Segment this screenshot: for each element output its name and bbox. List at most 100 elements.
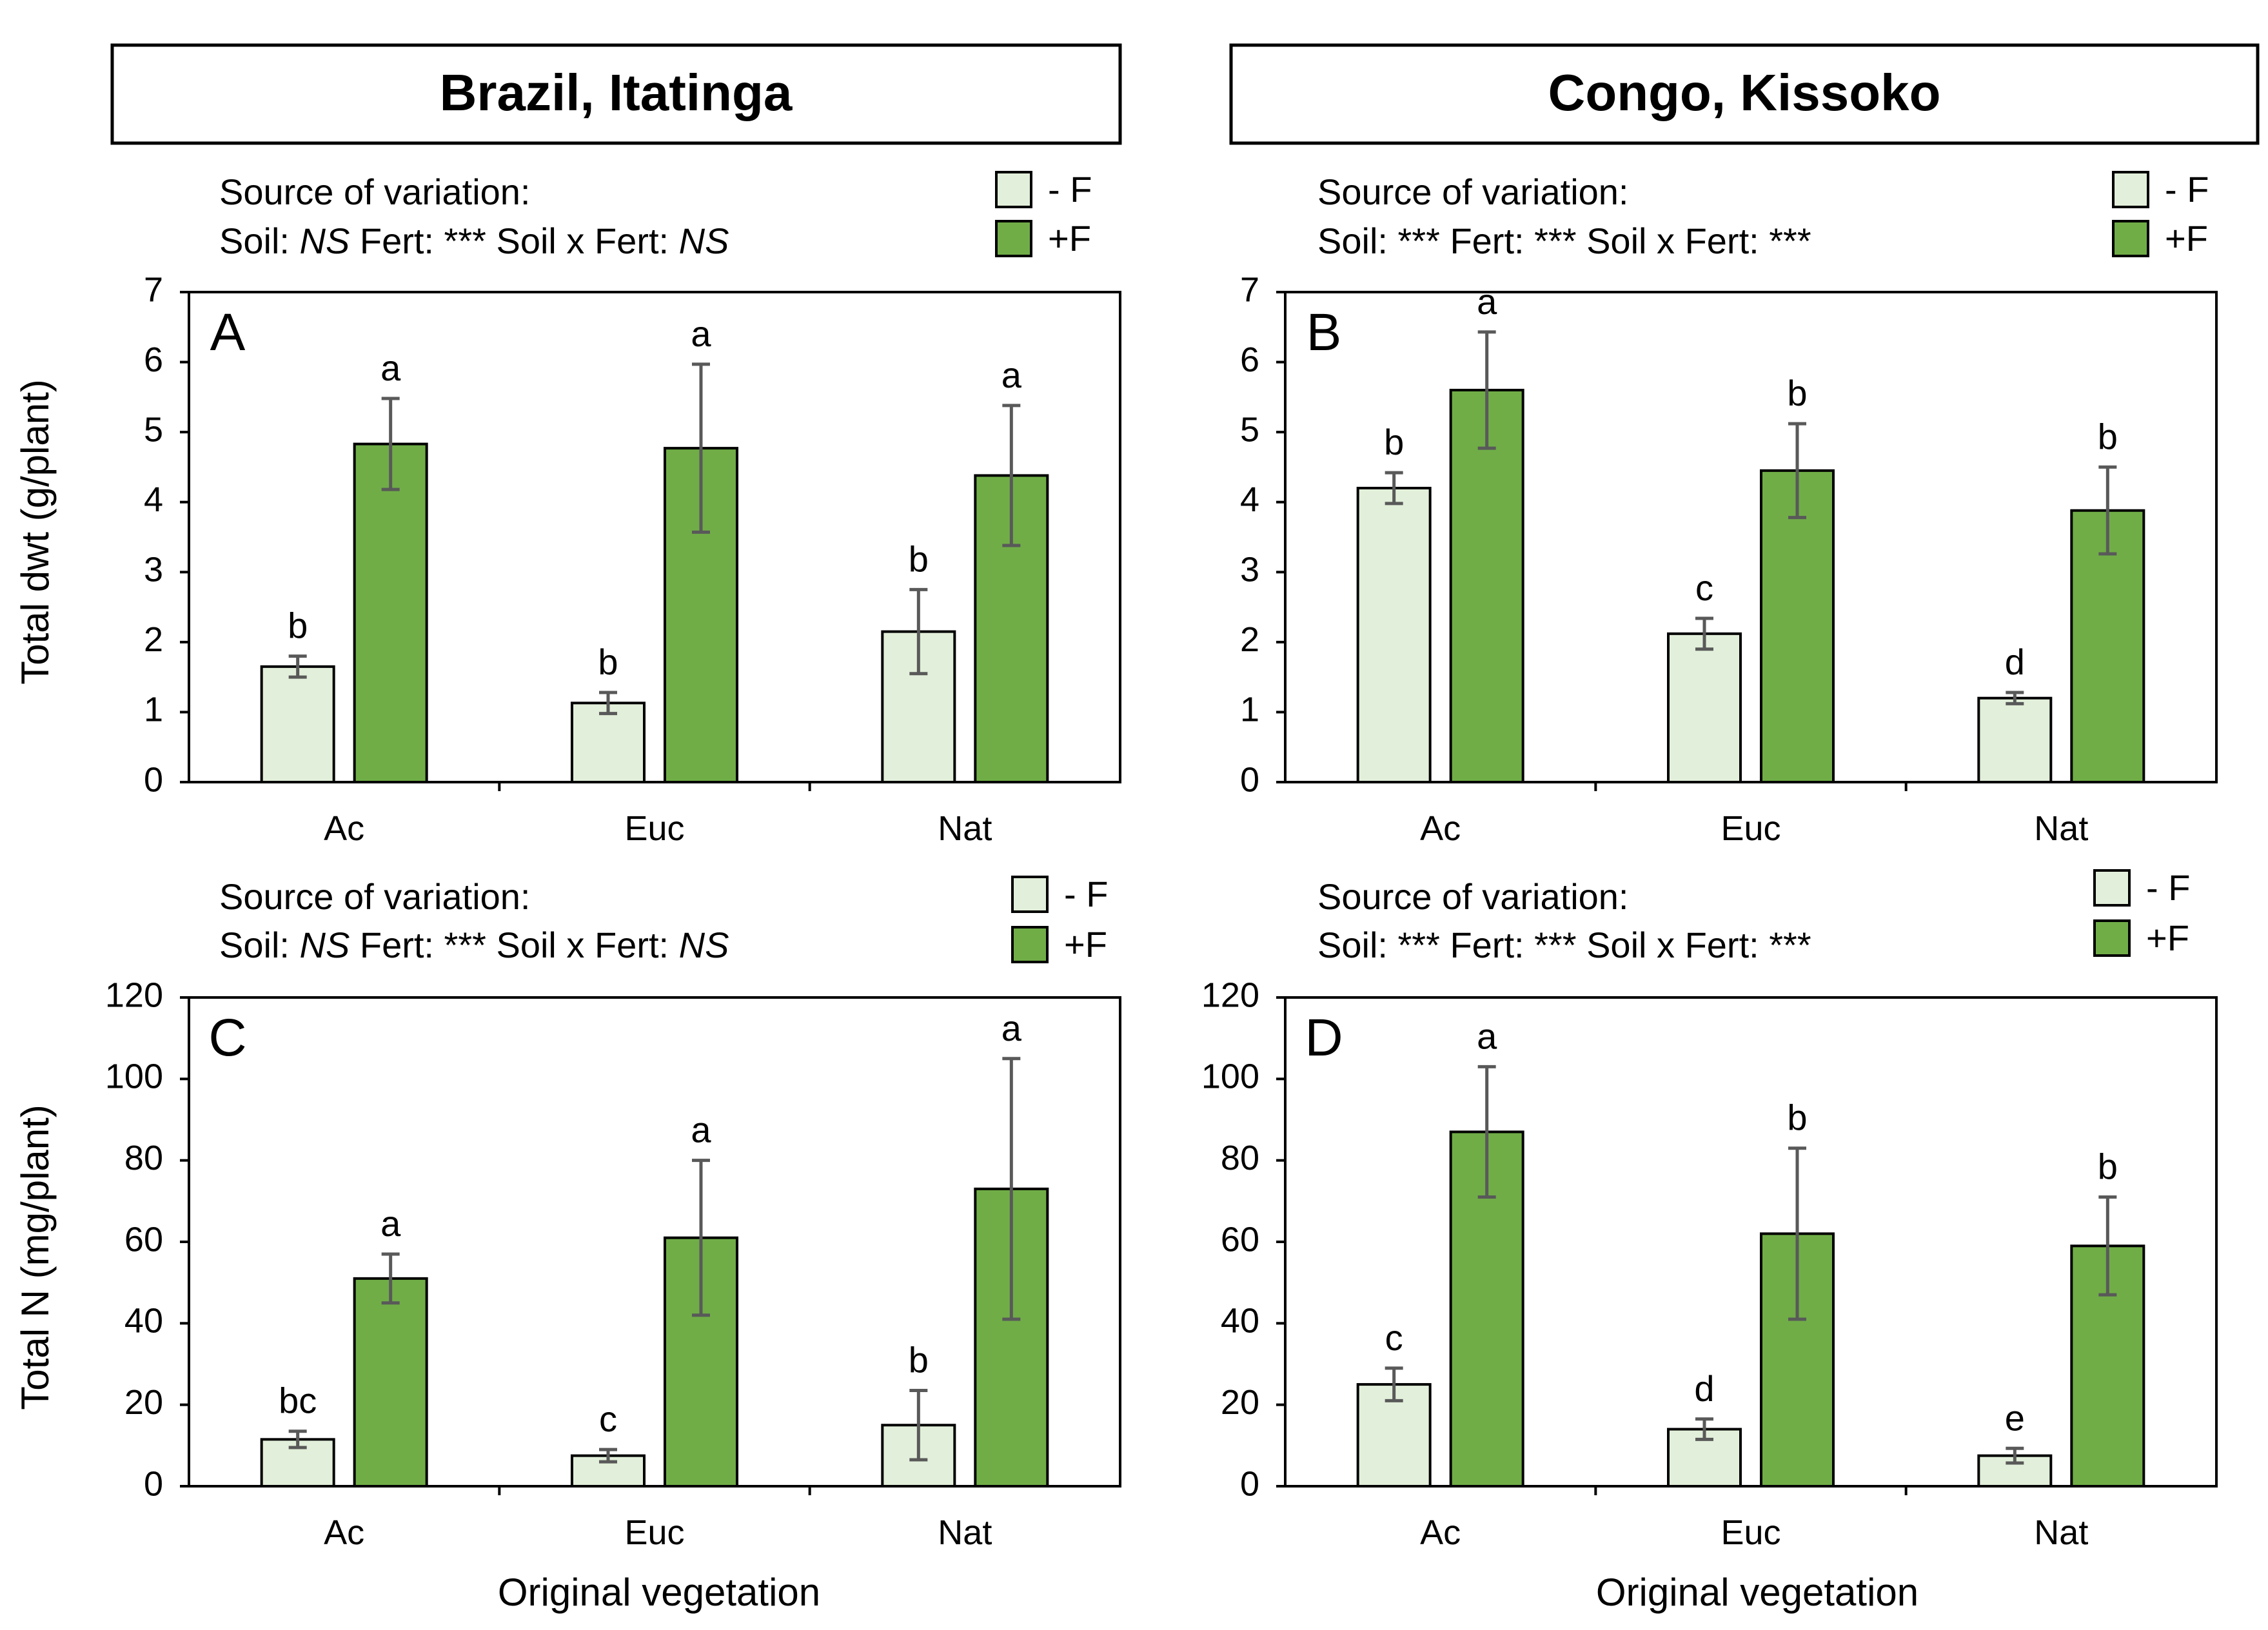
- legend-swatch: [2093, 919, 2131, 957]
- y-axis-title-bottom: Total N (mg/plant): [14, 1105, 57, 1410]
- x-tick-label: Euc: [624, 1513, 684, 1552]
- stat-value-italic: NS: [679, 221, 729, 261]
- x-tick-label: Ac: [324, 809, 364, 848]
- legend-swatch: [995, 220, 1032, 257]
- x-tick-label: Ac: [324, 1513, 364, 1552]
- y-tick-label: 7: [144, 270, 163, 309]
- y-tick-label: 5: [144, 410, 163, 449]
- stat-text: Soil x Fert:: [486, 925, 679, 965]
- title-box-left: Brazil, Itatinga: [110, 43, 1122, 145]
- significance-letter: b: [2098, 416, 2118, 457]
- panel-letter: C: [208, 1008, 246, 1067]
- legend-minus-f: - F: [2112, 169, 2209, 210]
- stat-text: ***: [1398, 221, 1440, 261]
- significance-letter: b: [1787, 373, 1807, 413]
- x-tick-label: Euc: [624, 809, 684, 848]
- x-tick-label: Nat: [2034, 1513, 2088, 1552]
- y-tick-label: 5: [1240, 410, 1259, 449]
- title-box-right: Congo, Kissoko: [1229, 43, 2260, 145]
- y-tick-label: 80: [1221, 1139, 1259, 1177]
- stat-text: Fert:: [350, 925, 444, 965]
- y-tick-label: 40: [1221, 1302, 1259, 1340]
- source-stats: Soil: *** Fert: *** Soil x Fert: ***: [1317, 221, 1811, 261]
- stat-text: Soil x Fert:: [486, 221, 679, 261]
- plot-frame: [188, 996, 1121, 1488]
- stat-text: Fert:: [1440, 221, 1534, 261]
- x-tick-label: Euc: [1721, 1513, 1780, 1552]
- legend-swatch: [1011, 876, 1049, 913]
- stat-value-italic: NS: [300, 221, 350, 261]
- y-tick-label: 120: [1201, 976, 1259, 1014]
- significance-letter: a: [1477, 1016, 1497, 1056]
- bar-plus-f: [353, 442, 428, 783]
- x-tick-label: Nat: [938, 1513, 992, 1552]
- significance-letter: b: [909, 1340, 929, 1380]
- stat-text: ***: [1398, 925, 1440, 965]
- legend-label: +F: [1048, 218, 1091, 259]
- stat-text: Soil x Fert:: [1577, 221, 1770, 261]
- panel-d: 0 20 40 60 80 100 120 Ac c a Euc d b Nat e b D Source of …: [1201, 867, 2218, 1552]
- y-tick-label: 1: [1240, 691, 1259, 729]
- legend-label: +F: [1064, 924, 1107, 965]
- plot-frame: [1284, 291, 2218, 783]
- stat-text: ***: [1534, 925, 1576, 965]
- y-tick-label: 0: [1240, 1464, 1259, 1503]
- significance-letter: a: [1001, 1008, 1022, 1048]
- stat-text: ***: [1769, 925, 1811, 965]
- significance-letter: c: [599, 1399, 617, 1439]
- y-tick-label: 2: [1240, 620, 1259, 659]
- legend-swatch: [2112, 220, 2149, 257]
- bar-plus-f: [353, 1277, 428, 1488]
- legend-label: +F: [2146, 918, 2189, 958]
- significance-letter: a: [1477, 281, 1497, 322]
- y-tick-label: 60: [124, 1220, 163, 1259]
- stat-text: Fert:: [1440, 925, 1534, 965]
- bar-plus-f: [1449, 389, 1524, 783]
- stat-text: ***: [444, 925, 486, 965]
- source-heading: Source of variation:: [1317, 876, 1628, 917]
- source-heading: Source of variation:: [1317, 172, 1628, 212]
- significance-letter: bc: [279, 1380, 317, 1421]
- significance-letter: b: [288, 605, 308, 646]
- plot-frame: [188, 291, 1121, 783]
- source-heading: Source of variation:: [219, 876, 530, 917]
- y-tick-label: 2: [144, 620, 163, 659]
- bar-minus-f: [260, 665, 335, 784]
- significance-letter: b: [598, 642, 618, 682]
- stat-text: Soil:: [219, 925, 300, 965]
- legend-swatch: [2112, 171, 2149, 208]
- significance-letter: a: [691, 1110, 711, 1150]
- significance-letter: a: [1001, 355, 1022, 395]
- stat-text: Soil x Fert:: [1577, 925, 1770, 965]
- legend-minus-f: - F: [995, 169, 1092, 210]
- y-tick-label: 7: [1240, 270, 1259, 309]
- bar-minus-f: [1977, 1454, 2053, 1488]
- stat-text: Soil:: [219, 221, 300, 261]
- y-tick-label: 6: [1240, 340, 1259, 379]
- legend-swatch: [1011, 926, 1049, 963]
- stat-value-italic: NS: [679, 925, 729, 965]
- y-tick-label: 120: [105, 976, 163, 1014]
- title-right: Congo, Kissoko: [1548, 64, 1941, 121]
- legend-minus-f: - F: [1011, 874, 1108, 914]
- legend-label: - F: [1064, 874, 1108, 914]
- significance-letter: b: [909, 538, 929, 579]
- bar-minus-f: [1356, 487, 1432, 783]
- x-tick-label: Euc: [1721, 809, 1780, 848]
- y-tick-label: 6: [144, 340, 163, 379]
- significance-letter: a: [380, 348, 401, 388]
- source-stats: Soil: NS Fert: *** Soil x Fert: NS: [219, 221, 729, 261]
- significance-letter: b: [2098, 1146, 2118, 1187]
- source-heading: Source of variation:: [219, 172, 530, 212]
- x-tick-label: Nat: [938, 809, 992, 848]
- y-tick-label: 3: [1240, 551, 1259, 589]
- panel-letter: B: [1307, 303, 1342, 362]
- legend-label: +F: [2165, 218, 2208, 259]
- stat-text: ***: [444, 221, 486, 261]
- legend-plus-f: +F: [2093, 918, 2189, 958]
- stat-text: ***: [1534, 221, 1576, 261]
- legend-plus-f: +F: [995, 218, 1091, 259]
- legend-label: - F: [2146, 867, 2190, 908]
- y-tick-label: 80: [124, 1139, 163, 1177]
